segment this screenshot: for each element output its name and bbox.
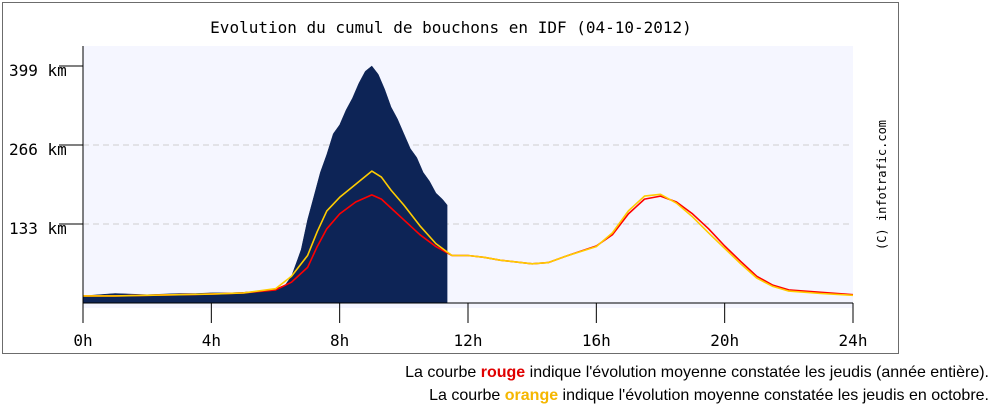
- caption-1-keyword: rouge: [480, 364, 526, 381]
- grid-layer: [83, 144, 853, 225]
- x-tick-layer: 0h 4h 8h 12h 16h 20h 24h: [73, 303, 867, 350]
- series-line: [83, 170, 854, 297]
- y-tick-label: 399 km: [9, 61, 67, 80]
- caption-red-curve: La courbe rouge indique l'évolution moye…: [405, 364, 989, 382]
- line-layer: [83, 170, 854, 297]
- chart-title: Evolution du cumul de bouchons en IDF (0…: [210, 18, 692, 37]
- y-tick-label: 133 km: [9, 219, 67, 238]
- series-area: [82, 65, 448, 304]
- x-tick-label: 8h: [330, 331, 349, 350]
- caption-1-prefix: La courbe: [405, 364, 481, 381]
- x-tick-label: 0h: [73, 331, 92, 350]
- x-tick-label: 24h: [839, 331, 868, 350]
- x-tick-label: 16h: [582, 331, 611, 350]
- x-tick-label: 12h: [454, 331, 483, 350]
- plot-background: [83, 46, 853, 308]
- caption-1-suffix: indique l'évolution moyenne constatée le…: [525, 364, 989, 381]
- copyright-text: (C) infotrafic.com: [875, 120, 889, 250]
- chart-svg: Evolution du cumul de bouchons en IDF (0…: [9, 18, 889, 350]
- y-tick-label: 266 km: [9, 140, 67, 159]
- caption-orange-curve: La courbe orange indique l'évolution moy…: [429, 387, 989, 405]
- x-tick-label: 4h: [202, 331, 221, 350]
- caption-2-keyword: orange: [504, 387, 559, 404]
- chart-frame: Evolution du cumul de bouchons en IDF (0…: [2, 2, 899, 354]
- area-layer: [82, 65, 448, 304]
- caption-2-suffix: indique l'évolution moyenne constatée le…: [558, 387, 989, 404]
- x-tick-label: 20h: [710, 331, 739, 350]
- caption-2-prefix: La courbe: [429, 387, 505, 404]
- y-tick-layer: 133 km 266 km 399 km: [9, 61, 83, 238]
